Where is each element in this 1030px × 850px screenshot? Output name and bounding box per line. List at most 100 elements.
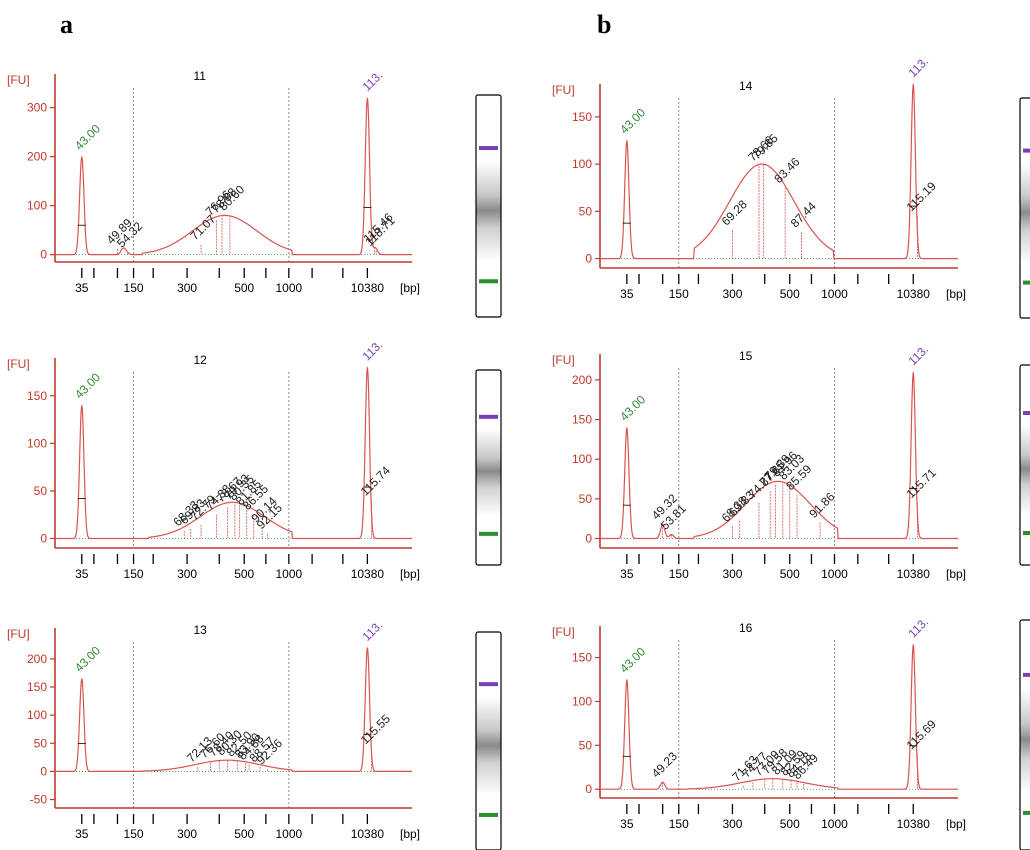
x-tick-label: 500 xyxy=(780,287,800,301)
x-tick-label: 10380 xyxy=(351,567,385,581)
x-tick-label: 500 xyxy=(234,281,254,295)
marker-peak-label: 113. xyxy=(905,54,931,80)
y-tick-label: 200 xyxy=(27,150,47,164)
x-tick-label: 10380 xyxy=(897,287,931,301)
y-tick-label: 0 xyxy=(585,252,592,266)
y-tick-label: 150 xyxy=(572,110,592,124)
y-tick-label: 150 xyxy=(27,680,47,694)
marker-peak-label: 43.00 xyxy=(72,370,103,401)
y-axis-label: [FU] xyxy=(7,73,30,87)
trace-line xyxy=(55,97,412,256)
chart-panel-16: 16 0 50 100 150 [FU] 35 150 300 500 1000 10380 [bp] 4… xyxy=(552,615,1030,850)
y-tick-label: 100 xyxy=(572,694,592,708)
x-tick-label: 35 xyxy=(75,827,89,841)
trace-line xyxy=(600,371,958,540)
x-tick-label: 300 xyxy=(722,567,742,581)
x-tick-label: 35 xyxy=(620,287,634,301)
y-axis-label: [FU] xyxy=(552,625,575,639)
marker-peak-label: 43.00 xyxy=(617,644,648,675)
gel-upper-marker xyxy=(1023,148,1030,153)
x-axis-label: [bp] xyxy=(946,567,966,581)
x-axis-label: [bp] xyxy=(400,827,420,841)
panel-label-a: a xyxy=(60,10,73,39)
y-tick-label: 100 xyxy=(27,436,47,450)
trace-line xyxy=(600,83,958,260)
chart-panel-11: 11 0 100 200 300 [FU] 35 150 300 500 1000 10380 [bp]… xyxy=(7,68,502,318)
chart-panel-13: 13 -50 0 50 100 150 200 [FU] 35 150 300 500 1000 1038… xyxy=(7,618,502,850)
y-axis-label: [FU] xyxy=(7,627,30,641)
x-tick-label: 300 xyxy=(177,827,197,841)
x-tick-label: 300 xyxy=(722,287,742,301)
chart-title: 16 xyxy=(739,621,753,635)
x-tick-label: 1000 xyxy=(821,567,848,581)
x-axis-label: [bp] xyxy=(400,281,420,295)
y-tick-label: 100 xyxy=(572,452,592,466)
x-tick-label: 35 xyxy=(620,567,634,581)
marker-peak-label: 43.00 xyxy=(72,121,103,152)
gel-lane xyxy=(475,94,502,318)
y-tick-label: 0 xyxy=(585,531,592,545)
x-tick-label: 1000 xyxy=(275,281,302,295)
y-tick-label: 0 xyxy=(585,782,592,796)
x-tick-label: 1000 xyxy=(275,827,302,841)
marker-peak-label: 113. xyxy=(905,615,931,641)
marker-peak-label: 113. xyxy=(360,618,386,644)
gel-lane xyxy=(475,631,502,850)
peak-label: 79.85 xyxy=(750,131,781,162)
peak-label: 87.44 xyxy=(788,199,819,230)
y-tick-label: 50 xyxy=(579,492,593,506)
gel-lane xyxy=(1019,97,1030,319)
gel-upper-marker xyxy=(1023,411,1030,415)
peak-label: 115.19 xyxy=(904,179,939,214)
x-tick-label: 35 xyxy=(75,281,89,295)
x-tick-label: 150 xyxy=(669,567,689,581)
panel-label-b: b xyxy=(597,10,612,39)
y-tick-label: 100 xyxy=(27,708,47,722)
x-tick-label: 150 xyxy=(669,287,689,301)
y-axis-label: [FU] xyxy=(552,353,575,367)
x-tick-label: 500 xyxy=(234,827,254,841)
gel-lower-marker xyxy=(479,531,498,536)
x-tick-label: 10380 xyxy=(351,281,385,295)
x-tick-label: 10380 xyxy=(897,567,931,581)
trace-line xyxy=(600,644,958,790)
x-tick-label: 500 xyxy=(234,567,254,581)
marker-peak-label: 113. xyxy=(905,342,931,368)
x-axis-label: [bp] xyxy=(400,567,420,581)
y-tick-label: 0 xyxy=(40,248,47,262)
y-tick-label: 50 xyxy=(34,484,48,498)
chart-title: 15 xyxy=(739,349,753,363)
y-tick-label: -50 xyxy=(30,793,48,807)
x-tick-label: 150 xyxy=(124,827,144,841)
x-tick-label: 1000 xyxy=(821,817,848,831)
chart-title: 14 xyxy=(739,79,753,93)
gel-upper-marker xyxy=(1023,672,1030,677)
x-axis-label: [bp] xyxy=(946,287,966,301)
gel-lower-marker xyxy=(1023,280,1030,285)
y-axis-label: [FU] xyxy=(7,357,30,371)
chart-title: 12 xyxy=(194,353,208,367)
y-tick-label: 200 xyxy=(27,652,47,666)
chart-panel-12: 12 0 50 100 150 [FU] 35 150 300 500 1000 10380 [bp] 4… xyxy=(7,338,502,581)
y-tick-label: 50 xyxy=(579,738,593,752)
peak-label: 80.60 xyxy=(216,182,247,213)
peak-label: 115.55 xyxy=(358,712,393,747)
marker-peak-label: 113. xyxy=(360,68,386,94)
gel-upper-marker xyxy=(479,146,498,151)
x-tick-label: 500 xyxy=(780,567,800,581)
chart-panel-14: 14 0 50 100 150 [FU] 35 150 300 500 1000 10380 [bp] 4… xyxy=(552,54,1030,319)
x-tick-label: 10380 xyxy=(897,817,931,831)
x-tick-label: 10380 xyxy=(351,827,385,841)
peak-label: 115.69 xyxy=(904,717,939,752)
marker-peak-label: 113. xyxy=(360,338,386,364)
x-tick-label: 300 xyxy=(722,817,742,831)
x-tick-label: 150 xyxy=(669,817,689,831)
peak-label: 49.23 xyxy=(649,749,680,780)
gel-upper-marker xyxy=(479,414,498,419)
y-axis-label: [FU] xyxy=(552,83,575,97)
y-tick-label: 100 xyxy=(572,157,592,171)
gel-lower-marker xyxy=(479,812,498,817)
trace-line xyxy=(55,367,412,540)
y-tick-label: 0 xyxy=(40,764,47,778)
